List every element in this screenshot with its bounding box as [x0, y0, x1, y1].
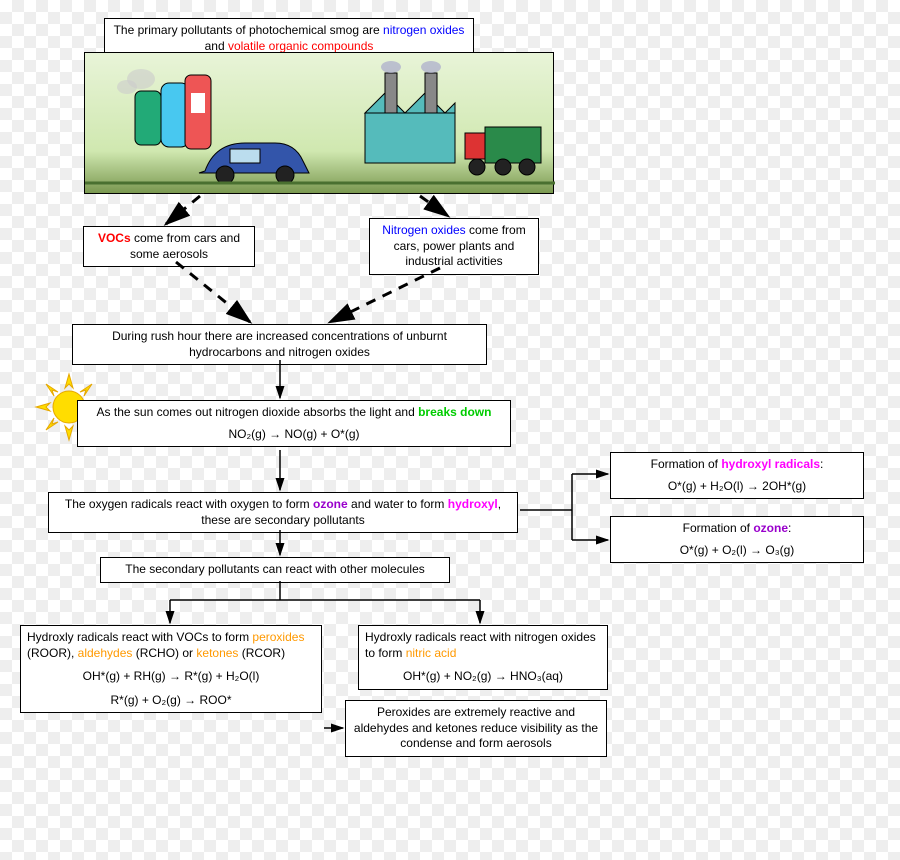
hv-p4: (RCOR) — [238, 646, 285, 660]
hv-perox: peroxides — [252, 630, 304, 644]
nox-box: Nitrogen oxides come from cars, power pl… — [369, 218, 539, 275]
hyd-voc-box: Hydroxly radicals react with VOCs to for… — [20, 625, 322, 713]
illustration-panel — [84, 52, 554, 194]
oxy-hyd: hydroxyl — [448, 497, 498, 511]
header-pre: The primary pollutants of photochemical … — [114, 23, 383, 37]
hr-mag: hydroxyl radicals — [721, 457, 820, 471]
voc-red: VOCs — [98, 231, 131, 245]
rush-text: During rush hour there are increased con… — [112, 329, 447, 359]
hr-eq: O*(g) + H₂O(l) → 2OH*(g) — [617, 479, 857, 495]
rush-box: During rush hour there are increased con… — [72, 324, 487, 365]
voc-box: VOCs come from cars and some aerosols — [83, 226, 255, 267]
header-mid: and — [205, 39, 228, 53]
oz-pre: Formation of — [683, 521, 754, 535]
sunbox-green: breaks down — [418, 405, 491, 419]
hyd-nox-box: Hydroxly radicals react with nitrogen ox… — [358, 625, 608, 690]
oz-purple: ozone — [753, 521, 788, 535]
perox-text: Peroxides are extremely reactive and ald… — [354, 705, 598, 750]
hyd-radicals-box: Formation of hydroxyl radicals: O*(g) + … — [610, 452, 864, 499]
oxy-ozone: ozone — [313, 497, 348, 511]
secondary-box: The secondary pollutants can react with … — [100, 557, 450, 583]
oxy-p1: The oxygen radicals react with oxygen to… — [65, 497, 313, 511]
hv-p3: (RCHO) or — [132, 646, 196, 660]
sunbox-eq: NO₂(g) → NO(g) + O*(g) — [84, 427, 504, 443]
hv-eq1: OH*(g) + RH(g) → R*(g) + H₂O(l) — [27, 669, 315, 685]
oz-post: : — [788, 521, 791, 535]
ozone-box: Formation of ozone: O*(g) + O₂(l) → O₃(g… — [610, 516, 864, 563]
oxy-p2: and water to form — [348, 497, 448, 511]
voc-rest: come from cars and some aerosols — [130, 231, 240, 261]
hn-eq: OH*(g) + NO₂(g) → HNO₃(aq) — [365, 669, 601, 685]
perox-box: Peroxides are extremely reactive and ald… — [345, 700, 607, 757]
oz-eq: O*(g) + O₂(l) → O₃(g) — [617, 543, 857, 559]
oxy-box: The oxygen radicals react with oxygen to… — [48, 492, 518, 533]
illustration-svg — [85, 53, 555, 195]
header-blue: nitrogen oxides — [383, 23, 464, 37]
sunbox: As the sun comes out nitrogen dioxide ab… — [77, 400, 511, 447]
hr-pre: Formation of — [651, 457, 722, 471]
hv-p1: Hydroxly radicals react with VOCs to for… — [27, 630, 252, 644]
hv-eq2: R*(g) + O₂(g) → ROO* — [27, 693, 315, 709]
hr-post: : — [820, 457, 823, 471]
hn-orange: nitric acid — [406, 646, 457, 660]
hn-p1: Hydroxly radicals react with nitrogen ox… — [365, 630, 596, 660]
hv-ald: aldehydes — [78, 646, 133, 660]
secondary-text: The secondary pollutants can react with … — [125, 562, 425, 576]
nox-blue: Nitrogen oxides — [382, 223, 465, 237]
sunbox-pre: As the sun comes out nitrogen dioxide ab… — [97, 405, 419, 419]
hv-ket: ketones — [196, 646, 238, 660]
header-red: volatile organic compounds — [228, 39, 373, 53]
hv-p2: (ROOR), — [27, 646, 78, 660]
